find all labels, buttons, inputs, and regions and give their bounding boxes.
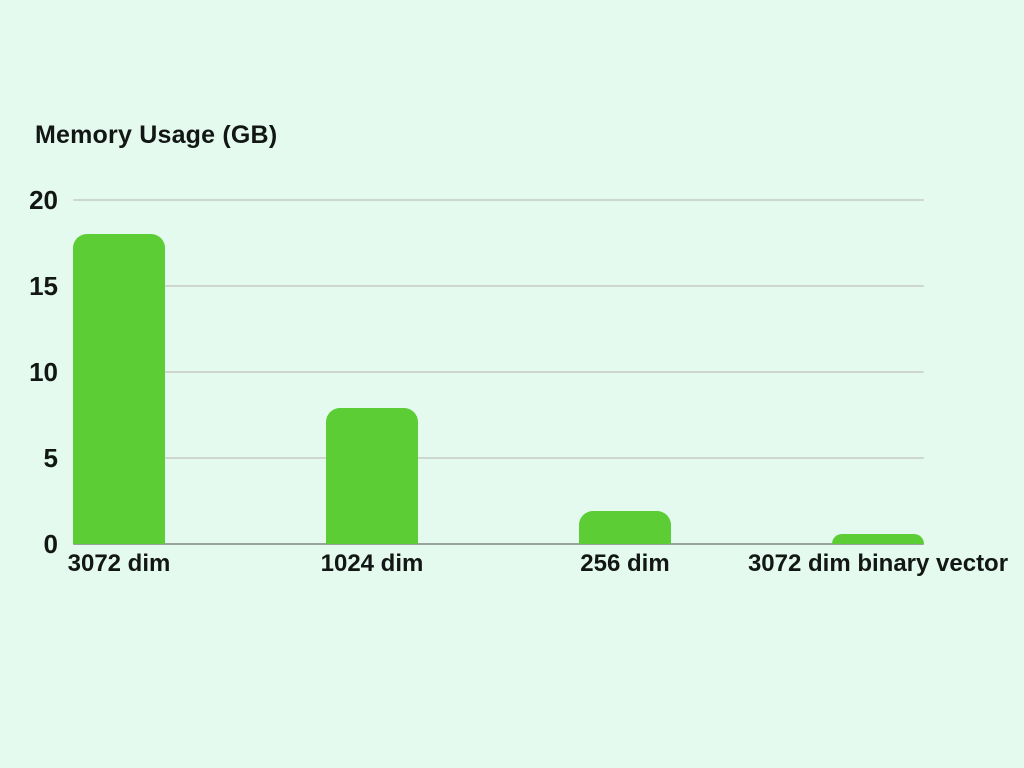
gridline bbox=[73, 199, 924, 201]
y-axis-labels: 0 5 10 15 20 bbox=[0, 187, 58, 557]
y-tick-label: 20 bbox=[29, 185, 58, 215]
y-tick-label: 5 bbox=[43, 443, 58, 473]
x-category-label: 3072 dim bbox=[67, 550, 171, 577]
gridline bbox=[73, 457, 924, 459]
gridline bbox=[73, 285, 924, 287]
chart-title: Memory Usage (GB) bbox=[35, 121, 278, 149]
y-tick-label: 15 bbox=[29, 271, 58, 301]
bar bbox=[579, 511, 671, 544]
y-tick-label: 10 bbox=[29, 357, 58, 387]
x-category-label: 256 dim bbox=[580, 550, 670, 577]
y-tick-label: 0 bbox=[43, 529, 58, 559]
bar bbox=[73, 234, 165, 544]
x-axis-line bbox=[73, 543, 924, 545]
plot-area bbox=[73, 199, 924, 545]
x-category-label: 3072 dim binary vector bbox=[747, 550, 1009, 577]
bar bbox=[326, 408, 418, 544]
gridline bbox=[73, 371, 924, 373]
bar bbox=[832, 533, 924, 544]
x-axis-labels: 3072 dim 1024 dim 256 dim 3072 dim binary v… bbox=[0, 551, 1024, 581]
x-category-label: 1024 dim bbox=[320, 550, 424, 577]
